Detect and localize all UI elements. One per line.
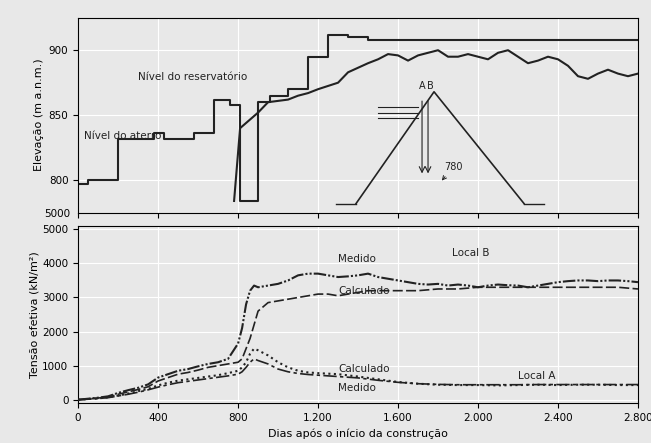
Text: Calculado: Calculado	[338, 286, 389, 296]
Text: A: A	[419, 81, 425, 91]
Y-axis label: Tensão efetiva (kN/m²): Tensão efetiva (kN/m²)	[29, 251, 40, 378]
Text: 5000: 5000	[44, 209, 71, 219]
Text: Local B: Local B	[452, 248, 490, 257]
Text: Nível do reservatório: Nível do reservatório	[138, 72, 247, 82]
Y-axis label: Elevação (m a.n.m.): Elevação (m a.n.m.)	[35, 59, 44, 171]
Text: Local A: Local A	[518, 371, 555, 381]
Text: Nível do aterro: Nível do aterro	[84, 131, 161, 140]
Text: Medido: Medido	[338, 254, 376, 264]
Text: 780: 780	[443, 162, 462, 180]
Text: Calculado: Calculado	[338, 364, 389, 374]
Text: B: B	[427, 81, 434, 91]
X-axis label: Dias após o início da construção: Dias após o início da construção	[268, 428, 448, 439]
Text: Medido: Medido	[338, 383, 376, 393]
